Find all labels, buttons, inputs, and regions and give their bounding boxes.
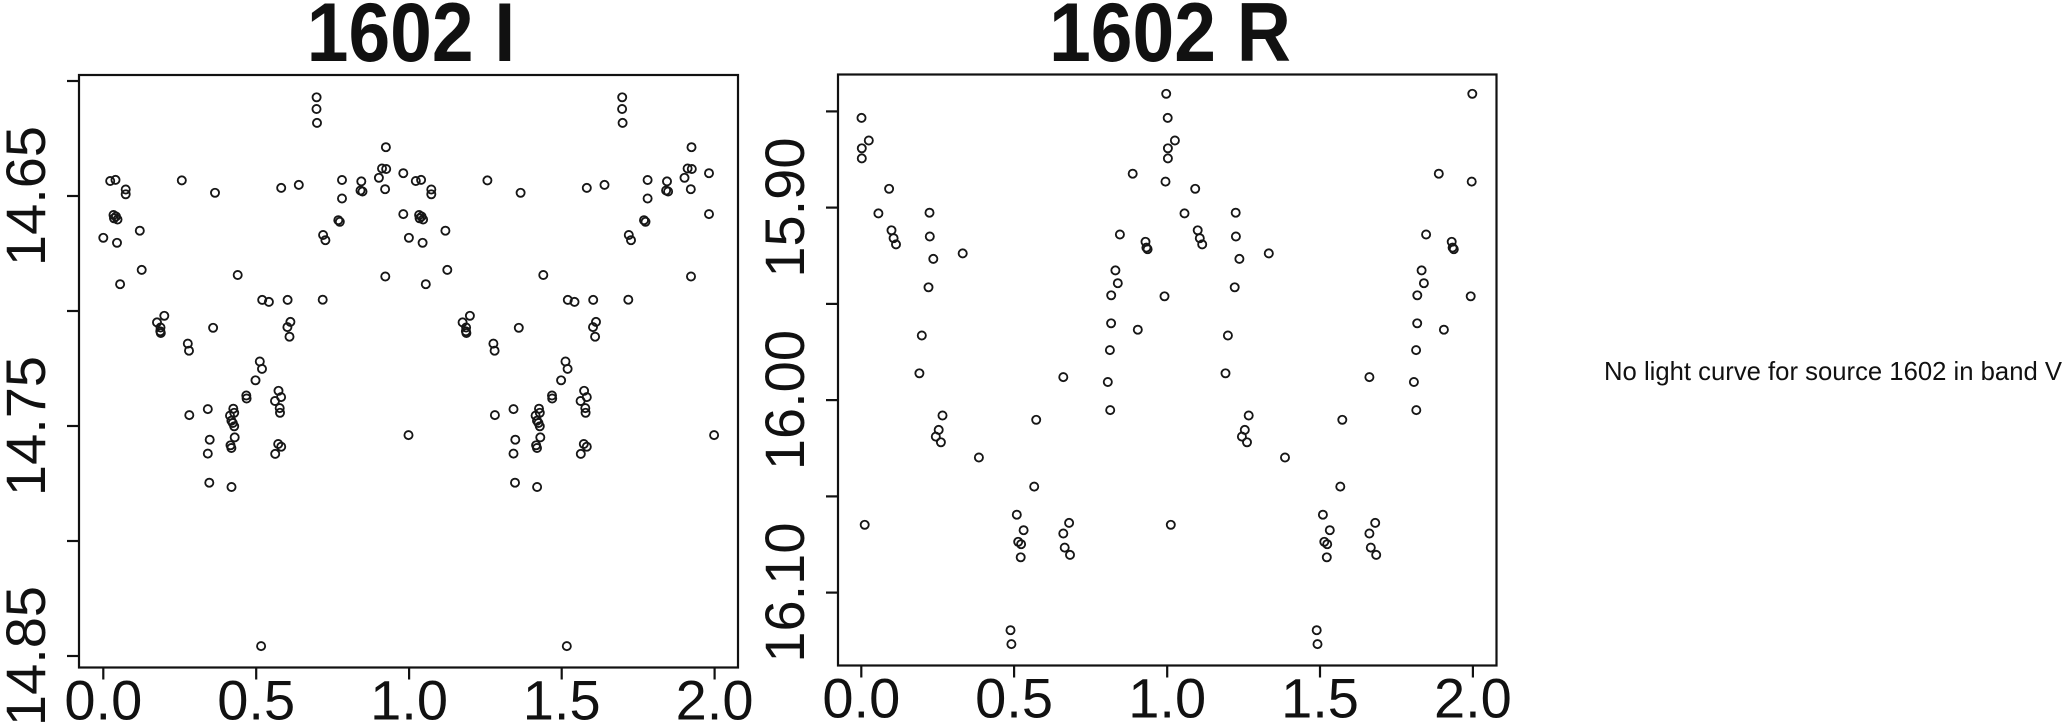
svg-text:No light curve for source 1602: No light curve for source 1602 in band V — [1604, 356, 2063, 386]
svg-text:1602 R: 1602 R — [1049, 0, 1291, 79]
svg-text:1.5: 1.5 — [523, 669, 601, 723]
svg-text:0.0: 0.0 — [822, 666, 900, 723]
svg-text:0.5: 0.5 — [975, 666, 1053, 723]
svg-text:14.75: 14.75 — [0, 356, 57, 496]
svg-text:16.10: 16.10 — [753, 523, 816, 663]
svg-text:0.5: 0.5 — [217, 669, 295, 723]
svg-text:16.00: 16.00 — [753, 330, 816, 470]
svg-text:0.0: 0.0 — [64, 669, 142, 723]
svg-text:14.85: 14.85 — [0, 586, 57, 723]
svg-text:15.90: 15.90 — [753, 138, 816, 278]
svg-text:2.0: 2.0 — [1434, 666, 1512, 723]
svg-text:1.0: 1.0 — [1128, 666, 1206, 723]
svg-text:1.5: 1.5 — [1281, 666, 1359, 723]
svg-text:1.0: 1.0 — [370, 669, 448, 723]
svg-text:2.0: 2.0 — [676, 669, 754, 723]
svg-text:14.65: 14.65 — [0, 126, 57, 266]
svg-text:1602 I: 1602 I — [307, 0, 515, 79]
